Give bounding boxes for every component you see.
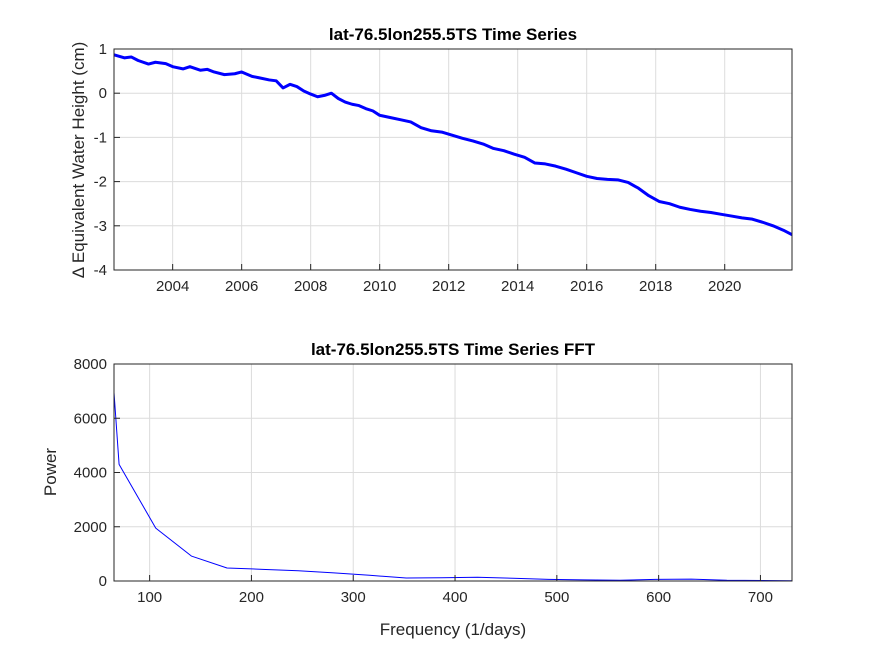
time-series-xtick-label: 2016 — [570, 278, 603, 295]
time-series-xtick-label: 2018 — [639, 278, 672, 295]
time-series-xtick-label: 2006 — [225, 278, 258, 295]
fft-xtick-label: 100 — [137, 589, 162, 606]
fft-ytick-label: 0 — [99, 573, 107, 590]
fft-xtick-label: 600 — [646, 589, 671, 606]
time-series-chart: 2004 2006 2008 2010 2012 2014 2016 2018 2020 -4 -3… — [69, 25, 793, 295]
time-series-axes-frame — [113, 48, 793, 271]
fft-xtick-label: 200 — [239, 589, 264, 606]
fft-xtick-label: 500 — [544, 589, 569, 606]
time-series-ylabel: Δ Equivalent Water Height (cm) — [69, 42, 88, 279]
fft-xtick-label: 300 — [341, 589, 366, 606]
fft-ylabel: Power — [41, 448, 60, 497]
time-series-ticks: 2004 2006 2008 2010 2012 2014 2016 2018 2020 -4 -3… — [94, 41, 793, 295]
time-series-lines — [114, 53, 792, 237]
time-series-ytick-label: 0 — [99, 85, 107, 102]
time-series-xtick-label: 2008 — [294, 278, 327, 295]
fft-series-line — [114, 391, 792, 581]
fft-title: lat-76.5lon255.5TS Time Series FFT — [311, 340, 596, 359]
fft-xlabel: Frequency (1/days) — [380, 620, 526, 639]
time-series-plot-area — [113, 48, 793, 271]
time-series-xtick-label: 2014 — [501, 278, 534, 295]
fft-lines — [114, 391, 792, 581]
time-series-ytick-label: -4 — [94, 262, 107, 279]
fft-ytick-label: 2000 — [74, 519, 107, 536]
time-series-ytick-label: 1 — [99, 41, 107, 58]
fft-ytick-label: 8000 — [74, 356, 107, 373]
fft-ytick-label: 6000 — [74, 410, 107, 427]
time-series-xtick-label: 2020 — [708, 278, 741, 295]
time-series-ytick-label: -2 — [94, 174, 107, 191]
fft-ytick-label: 4000 — [74, 465, 107, 482]
time-series-xtick-label: 2010 — [363, 278, 396, 295]
fft-chart: 100 200 300 400 500 600 700 0 2000 4000 6000 8000 l… — [41, 340, 793, 639]
time-series-ytick-label: -3 — [94, 218, 107, 235]
time-series-series-line — [114, 53, 792, 237]
fft-ticks: 100 200 300 400 500 600 700 0 2000 4000 6000 8000 — [74, 356, 793, 606]
time-series-xtick-label: 2004 — [156, 278, 189, 295]
fft-xtick-label: 400 — [443, 589, 468, 606]
fft-xtick-label: 700 — [748, 589, 773, 606]
time-series-ytick-label: -1 — [94, 129, 107, 146]
time-series-xtick-label: 2012 — [432, 278, 465, 295]
fft-axes-frame — [113, 363, 793, 582]
time-series-title: lat-76.5lon255.5TS Time Series — [329, 25, 577, 44]
